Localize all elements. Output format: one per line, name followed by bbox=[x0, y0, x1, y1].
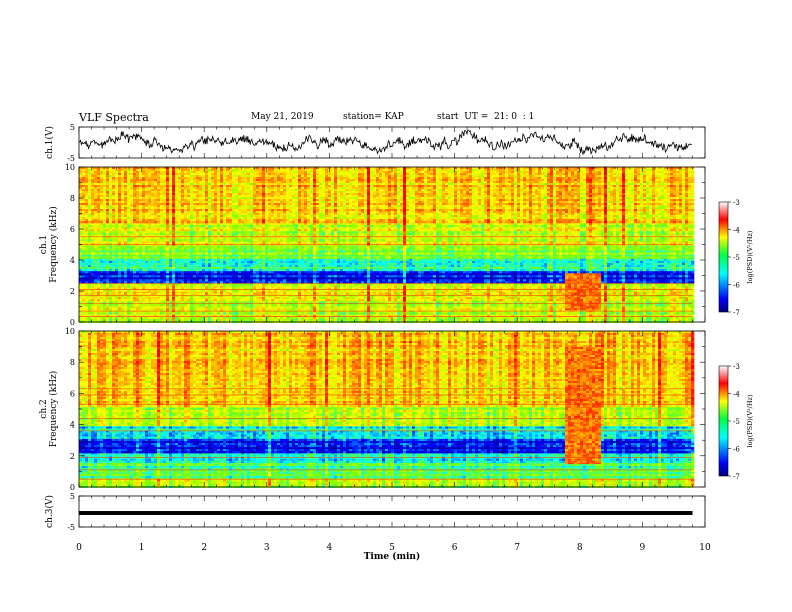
ch1-spectrogram-ytick-label: 6 bbox=[70, 225, 75, 234]
ch2-spectrogram-ytick-label: 10 bbox=[65, 327, 75, 336]
ch1-spectrogram-ytick-label: 0 bbox=[70, 318, 75, 327]
x-tick-label: 1 bbox=[139, 543, 145, 553]
ch1-spectrogram-cells bbox=[79, 167, 694, 323]
ch1-waveform-ylabel-text: ch.1(V) bbox=[44, 126, 55, 159]
x-tick-label: 0 bbox=[76, 543, 82, 553]
x-tick-label: 6 bbox=[452, 543, 458, 553]
colorbar-tick-label: -4 bbox=[733, 227, 740, 235]
x-tick-label: 7 bbox=[514, 543, 520, 553]
colorbar-tick-label: -4 bbox=[733, 391, 740, 399]
ch2-spectrogram-colorbar-label: log(PSD)(V²/Hz) bbox=[746, 394, 754, 447]
ch2-spectrogram-ytick-label: 8 bbox=[70, 358, 75, 367]
x-tick-label: 2 bbox=[201, 543, 207, 553]
ch1-spectrogram-ytick-label: 2 bbox=[70, 287, 75, 296]
colorbar-label-text: log(PSD)(V²/Hz) bbox=[746, 230, 754, 283]
ch2-spectrogram-ytick-label: 4 bbox=[70, 421, 75, 430]
ch1-waveform-ytick-label: 5 bbox=[70, 123, 75, 132]
ch2-spectrogram-ylabel: ch.2Frequency (kHz) bbox=[39, 371, 59, 448]
ch1-spectrogram-colorbar bbox=[719, 202, 728, 312]
colorbar-label-text: log(PSD)(V²/Hz) bbox=[746, 394, 754, 447]
x-axis-label: Time (min) bbox=[364, 551, 421, 562]
ch2-spectrogram-ytick-label: 2 bbox=[70, 452, 75, 461]
ch1-spectrogram-ylabel: ch.1Frequency (kHz) bbox=[39, 206, 59, 283]
colorbar-tick-label: -6 bbox=[733, 446, 740, 454]
x-tick-label: 8 bbox=[577, 543, 583, 553]
ch2-spectrogram-ylabel-text: ch.2Frequency (kHz) bbox=[39, 371, 59, 448]
ch1-spectrogram-ytick-label: 8 bbox=[70, 194, 75, 203]
ch3-waveform-ytick-label: 5 bbox=[70, 492, 75, 501]
ch1-waveform-ytick-label: -5 bbox=[67, 154, 75, 163]
x-tick-label: 9 bbox=[640, 543, 646, 553]
colorbar-tick-label: -5 bbox=[733, 418, 740, 426]
x-tick-label: 10 bbox=[699, 543, 711, 553]
colorbar-tick-label: -5 bbox=[733, 254, 740, 262]
colorbar-tick-label: -7 bbox=[733, 473, 740, 481]
x-tick-label: 4 bbox=[327, 543, 333, 553]
ch2-spectrogram-ytick-label: 6 bbox=[70, 389, 75, 398]
ch2-spectrogram-ytick-label: 0 bbox=[70, 483, 75, 492]
ch1-spectrogram-ytick-label: 4 bbox=[70, 256, 75, 265]
colorbar-tick-label: -7 bbox=[733, 309, 740, 317]
ch1-waveform-ylabel: ch.1(V) bbox=[44, 126, 55, 159]
ch3-waveform-ylabel-text: ch.3(V) bbox=[44, 495, 55, 528]
ch2-spectrogram-cells bbox=[79, 331, 694, 488]
ch1-waveform-trace bbox=[79, 130, 692, 154]
colorbar-tick-label: -6 bbox=[733, 282, 740, 290]
ch3-waveform-ytick-label: -5 bbox=[67, 523, 75, 532]
vlf-spectra-figure: 5-5ch.1(V)0246810ch.1Frequency (kHz)0246… bbox=[0, 0, 792, 612]
ch1-spectrogram-ytick-label: 10 bbox=[65, 163, 75, 172]
colorbar-tick-label: -3 bbox=[733, 363, 740, 371]
ch3-waveform-ylabel: ch.3(V) bbox=[44, 495, 55, 528]
colorbar-tick-label: -3 bbox=[733, 199, 740, 207]
ch1-spectrogram-ylabel-text: ch.1Frequency (kHz) bbox=[39, 206, 59, 283]
ch1-spectrogram-colorbar-label: log(PSD)(V²/Hz) bbox=[746, 230, 754, 283]
ch2-spectrogram-colorbar bbox=[719, 366, 728, 476]
x-tick-label: 3 bbox=[264, 543, 270, 553]
